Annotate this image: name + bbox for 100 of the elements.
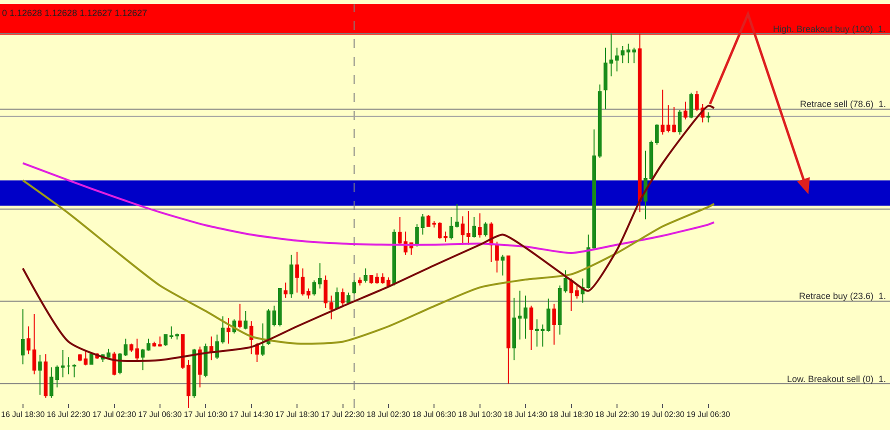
candlestick xyxy=(420,214,425,236)
candlestick xyxy=(164,334,168,346)
candlestick xyxy=(124,338,128,356)
candlestick xyxy=(358,276,362,286)
x-tick-label: 16 Jul 22:30 xyxy=(46,410,91,419)
candlestick xyxy=(426,214,430,227)
candlestick xyxy=(369,274,374,284)
candlestick xyxy=(615,47,619,72)
ref-line-label: High. Breakout buy (100) 1. xyxy=(773,24,886,34)
candlestick xyxy=(449,216,454,240)
x-tick-label: 18 Jul 14:30 xyxy=(504,410,548,419)
candlestick xyxy=(375,272,379,284)
candlestick xyxy=(472,216,476,238)
candlestick xyxy=(455,203,459,228)
candlestick xyxy=(244,310,248,330)
x-tick-label: 18 Jul 22:30 xyxy=(595,410,640,419)
candlestick xyxy=(300,268,305,296)
candlestick xyxy=(324,274,328,309)
candlestick xyxy=(609,33,614,77)
candlestick xyxy=(66,356,70,375)
x-tick-label: 18 Jul 02:30 xyxy=(366,410,411,419)
x-tick-label: 17 Jul 22:30 xyxy=(320,410,366,419)
candlestick xyxy=(158,336,162,348)
candlestick xyxy=(546,298,550,332)
candlestick xyxy=(540,324,545,348)
candlestick xyxy=(329,295,334,320)
candlestick xyxy=(684,101,688,120)
candlestick xyxy=(380,272,385,284)
candlestick xyxy=(318,262,322,290)
candlestick xyxy=(220,316,225,344)
candlestick xyxy=(118,352,122,375)
candlestick xyxy=(38,354,42,396)
candlestick xyxy=(518,290,522,340)
candlestick xyxy=(598,84,602,158)
candlestick xyxy=(638,33,642,213)
candlestick xyxy=(415,224,419,248)
x-tick-label: 19 Jul 02:30 xyxy=(640,410,685,419)
candlestick xyxy=(272,305,276,327)
candlestick xyxy=(644,150,648,220)
candlestick xyxy=(106,348,110,358)
x-tick-label: 16 Jul 18:30 xyxy=(1,410,46,419)
candlestick xyxy=(552,303,556,346)
candlestick xyxy=(706,112,710,123)
candlestick xyxy=(198,346,202,388)
candlestick xyxy=(284,282,288,298)
x-tick-label: 17 Jul 18:30 xyxy=(275,410,320,419)
candlestick xyxy=(466,210,470,246)
candlestick xyxy=(335,286,339,309)
candlestick xyxy=(535,318,539,348)
candlestick xyxy=(32,314,36,375)
text: 0 1.12628 1.12628 1.12627 1.12627 xyxy=(2,8,148,18)
candlestick xyxy=(364,268,368,284)
x-tick-label: 19 Jul 06:30 xyxy=(686,410,731,419)
candlestick xyxy=(146,338,150,352)
x-tick-label: 17 Jul 06:30 xyxy=(138,410,182,419)
candlestick xyxy=(78,354,82,362)
candlestick xyxy=(660,89,665,136)
candlestick xyxy=(495,241,499,273)
candlestick xyxy=(306,288,310,300)
candlestick xyxy=(432,220,436,228)
candlestick xyxy=(575,285,579,300)
x-tick-label: 17 Jul 02:30 xyxy=(92,410,137,419)
candlestick xyxy=(500,254,505,276)
candlestick xyxy=(655,124,659,146)
candlestick xyxy=(295,251,299,294)
candlestick xyxy=(352,280,356,294)
candlestick xyxy=(20,308,25,365)
candlestick xyxy=(84,349,88,366)
candlestick xyxy=(278,288,282,327)
candlestick xyxy=(649,140,654,181)
candlestick xyxy=(689,92,694,119)
candlestick xyxy=(386,276,390,288)
candlestick xyxy=(226,318,230,344)
candlestick xyxy=(90,354,94,365)
candlestick xyxy=(44,354,48,398)
candlestick xyxy=(140,348,145,371)
candlestick xyxy=(238,303,242,329)
candlestick xyxy=(60,349,65,378)
candlestick xyxy=(152,341,156,348)
x-tick-label: 18 Jul 06:30 xyxy=(412,410,456,419)
candlestick xyxy=(506,255,510,384)
candlestick xyxy=(346,292,350,304)
candlestick xyxy=(512,297,516,361)
candlestick xyxy=(266,308,270,346)
candlestick xyxy=(678,109,682,136)
ref-line-label: Retrace buy (23.6) 1. xyxy=(799,291,886,301)
x-tick-label: 17 Jul 10:30 xyxy=(184,410,228,419)
candlestick xyxy=(564,270,568,294)
x-tick-label: 17 Jul 14:30 xyxy=(230,410,274,419)
candlestick xyxy=(620,45,625,64)
candlestick xyxy=(249,320,254,355)
candlestick xyxy=(209,336,214,361)
candlestick xyxy=(72,364,76,378)
candlestick xyxy=(289,254,294,298)
candlestick xyxy=(484,222,488,238)
candlestick xyxy=(340,288,345,306)
x-tick-label: 18 Jul 18:30 xyxy=(549,410,594,419)
candlestick xyxy=(460,216,465,246)
candlestick xyxy=(186,360,190,408)
candlestick xyxy=(260,322,265,356)
